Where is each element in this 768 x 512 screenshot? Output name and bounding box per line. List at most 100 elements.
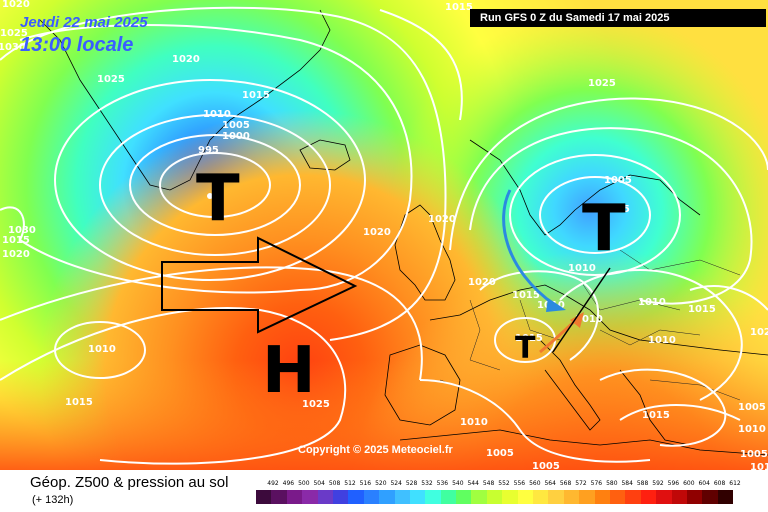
scale-label: 492 — [267, 480, 279, 487]
isobar-label: 1010 — [638, 297, 666, 308]
scale-swatch — [717, 490, 734, 504]
scale-label: 500 — [298, 480, 310, 487]
isobar-label: 1020 — [428, 214, 456, 225]
scale-label: 604 — [698, 480, 710, 487]
isobar-label: 1010 — [575, 314, 603, 325]
isobar-label: 1010 — [460, 417, 488, 428]
scale-label: 596 — [667, 480, 680, 487]
low-france-letter: T — [515, 331, 536, 366]
coastlines — [39, 9, 768, 456]
scale-label: 528 — [405, 480, 418, 487]
isobar-label: 1015 — [242, 90, 270, 101]
scale-swatch — [625, 490, 641, 504]
scale-swatch — [286, 490, 303, 504]
scale-swatch — [686, 490, 703, 504]
southern-warm-band — [0, 360, 768, 470]
scale-swatch — [409, 490, 426, 504]
scale-label: 496 — [282, 480, 295, 487]
scale-swatch — [302, 490, 318, 504]
north-europe-coast — [429, 284, 768, 356]
scale-swatch — [594, 490, 610, 504]
scale-swatch — [363, 490, 380, 504]
isobar-label: 1015 — [2, 235, 30, 246]
isobar-label: 1015 — [688, 304, 716, 315]
isobar-label: 1010 — [738, 424, 766, 435]
isobar-label: 1030 — [0, 42, 26, 53]
scale-swatch — [640, 490, 657, 504]
color-scale-bar — [256, 490, 734, 504]
isobar-label: 1015 — [750, 462, 768, 473]
scale-label: 508 — [328, 480, 341, 487]
scale-label: 516 — [359, 480, 372, 487]
isobar-label: 1010 — [568, 263, 596, 274]
scale-swatch — [271, 490, 287, 504]
scale-swatch — [256, 490, 272, 504]
trough-axis-line — [552, 267, 611, 353]
isobar-label: 1005 — [532, 461, 560, 472]
scale-label: 568 — [559, 480, 572, 487]
isobar-label: 1020 — [363, 227, 391, 238]
scale-swatch — [471, 490, 487, 504]
isobar-label: 1020 — [468, 277, 496, 288]
scale-swatch — [394, 490, 410, 504]
low-center-dot — [207, 193, 213, 199]
isobar-label: 1020 — [2, 0, 30, 10]
isobar-label: 995 — [198, 145, 219, 156]
scale-swatch — [563, 490, 580, 504]
scale-swatch — [348, 490, 364, 504]
scale-label: 548 — [482, 480, 495, 487]
isobar-label: 1030 — [8, 225, 36, 236]
low-scandinavia-letter: T — [582, 192, 626, 266]
cold-air-arrowhead — [546, 298, 566, 312]
scale-label: 520 — [375, 480, 387, 487]
warm-air-arrowhead — [570, 312, 584, 328]
scale-swatch — [533, 490, 549, 504]
cold-air-arrow — [502, 189, 556, 307]
scale-label: 608 — [713, 480, 726, 487]
scale-swatch — [425, 490, 441, 504]
scale-label: 564 — [544, 480, 556, 487]
color-scale-labels: 492 496 500 504 508 512 516 520 524 528 532 536 540 5… — [267, 480, 752, 490]
isobars — [0, 6, 768, 465]
isobar-label: 1025 — [750, 327, 768, 338]
scale-swatch — [440, 490, 457, 504]
isobar-label: 1025 — [588, 78, 616, 89]
isobar-label: 1000 — [222, 131, 250, 142]
scale-label: 504 — [313, 480, 325, 487]
valid-time: 13:00 locale — [20, 34, 134, 56]
greenland-coast — [39, 9, 331, 191]
isobar-label: 1010 — [648, 335, 676, 346]
scale-label: 612 — [729, 480, 741, 487]
isobar-label: 1025 — [97, 74, 125, 85]
high-azores-letter: H — [262, 334, 316, 408]
isobar-label: 1005 — [602, 204, 630, 215]
scale-swatch — [579, 490, 595, 504]
isobar-label: 1005 — [604, 175, 632, 186]
scale-label: 552 — [498, 480, 510, 487]
scale-swatch — [317, 490, 333, 504]
isobar-label: 1015 — [445, 2, 473, 13]
scale-label: 560 — [529, 480, 541, 487]
scale-label: 544 — [467, 480, 479, 487]
scale-label: 572 — [575, 480, 587, 487]
flow-arrow — [161, 236, 358, 334]
scale-label: 512 — [344, 480, 356, 487]
isobar-label: 1025 — [0, 28, 28, 39]
scale-swatch — [332, 490, 349, 504]
isobar-label: 1005 — [486, 448, 514, 459]
isobar-label: 1020 — [172, 54, 200, 65]
isobar-label: 1005 — [222, 120, 250, 131]
scale-label: 588 — [636, 480, 649, 487]
isobar-label: 1015 — [515, 333, 543, 344]
isobar-label: 1020 — [2, 249, 30, 260]
isobar-label: 1015 — [512, 290, 540, 301]
map-title: Géop. Z500 & pression au sol — [30, 474, 229, 491]
low-north-atlantic-letter: T — [196, 162, 240, 236]
scale-swatch — [486, 490, 503, 504]
scale-label: 600 — [683, 480, 695, 487]
scale-label: 524 — [390, 480, 402, 487]
scale-swatch — [517, 490, 534, 504]
run-banner: Run GFS 0 Z du Samedi 17 mai 2025 — [470, 9, 766, 27]
scale-label: 540 — [452, 480, 464, 487]
